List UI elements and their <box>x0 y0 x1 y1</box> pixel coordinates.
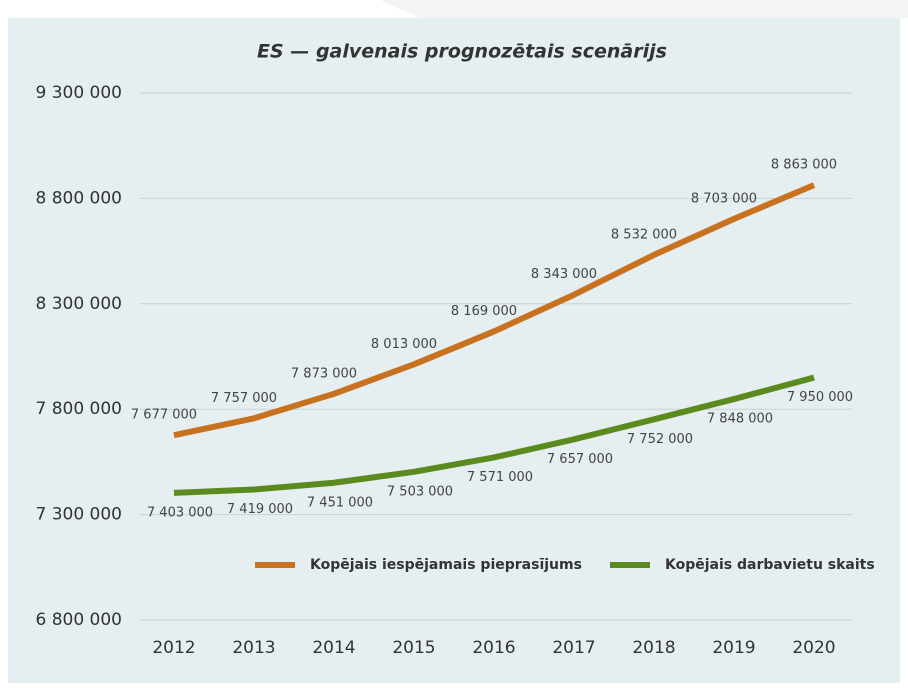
x-tick-label: 2016 <box>472 638 515 658</box>
value-label: 7 657 000 <box>547 452 613 467</box>
value-label: 7 503 000 <box>387 484 453 499</box>
y-tick-label: 9 300 000 <box>35 83 122 103</box>
x-tick-label: 2015 <box>392 638 435 658</box>
value-label: 7 950 000 <box>787 390 853 405</box>
x-tick-label: 2018 <box>632 638 675 658</box>
value-label: 8 013 000 <box>371 337 437 352</box>
line <box>173 182 816 439</box>
decoration <box>380 0 908 18</box>
value-label: 8 343 000 <box>531 267 597 282</box>
x-tick-label: 2013 <box>232 638 275 658</box>
value-label: 7 451 000 <box>307 495 373 510</box>
value-label: 7 677 000 <box>131 408 197 423</box>
y-tick-label: 8 800 000 <box>35 188 122 208</box>
line <box>173 374 815 496</box>
x-tick-label: 2012 <box>152 638 195 658</box>
y-tick-label: 6 800 000 <box>35 610 122 630</box>
value-label: 8 703 000 <box>691 191 757 206</box>
x-tick-label: 2020 <box>792 638 835 658</box>
x-tick-label: 2019 <box>712 638 755 658</box>
value-label: 7 848 000 <box>707 412 773 427</box>
value-label: 7 873 000 <box>291 366 357 381</box>
value-label: 8 532 000 <box>611 227 677 242</box>
value-label: 7 403 000 <box>147 505 213 520</box>
chart-title: ES — galvenais prognozētais scenārijs <box>257 41 667 63</box>
x-tick-label: 2017 <box>552 638 595 658</box>
value-label: 8 169 000 <box>451 304 517 319</box>
legend-label: Kopējais darbavietu skaits <box>665 557 875 573</box>
value-label: 7 752 000 <box>627 432 693 447</box>
y-tick-label: 8 300 000 <box>35 294 122 314</box>
value-label: 7 571 000 <box>467 470 533 485</box>
value-label: 7 419 000 <box>227 502 293 517</box>
value-label: 7 757 000 <box>211 391 277 406</box>
value-label: 8 863 000 <box>771 158 837 173</box>
y-tick-label: 7 800 000 <box>35 399 122 419</box>
legend-label: Kopējais iespējamais pieprasījums <box>310 557 582 573</box>
x-tick-label: 2014 <box>312 638 355 658</box>
y-tick-label: 7 300 000 <box>35 505 122 525</box>
